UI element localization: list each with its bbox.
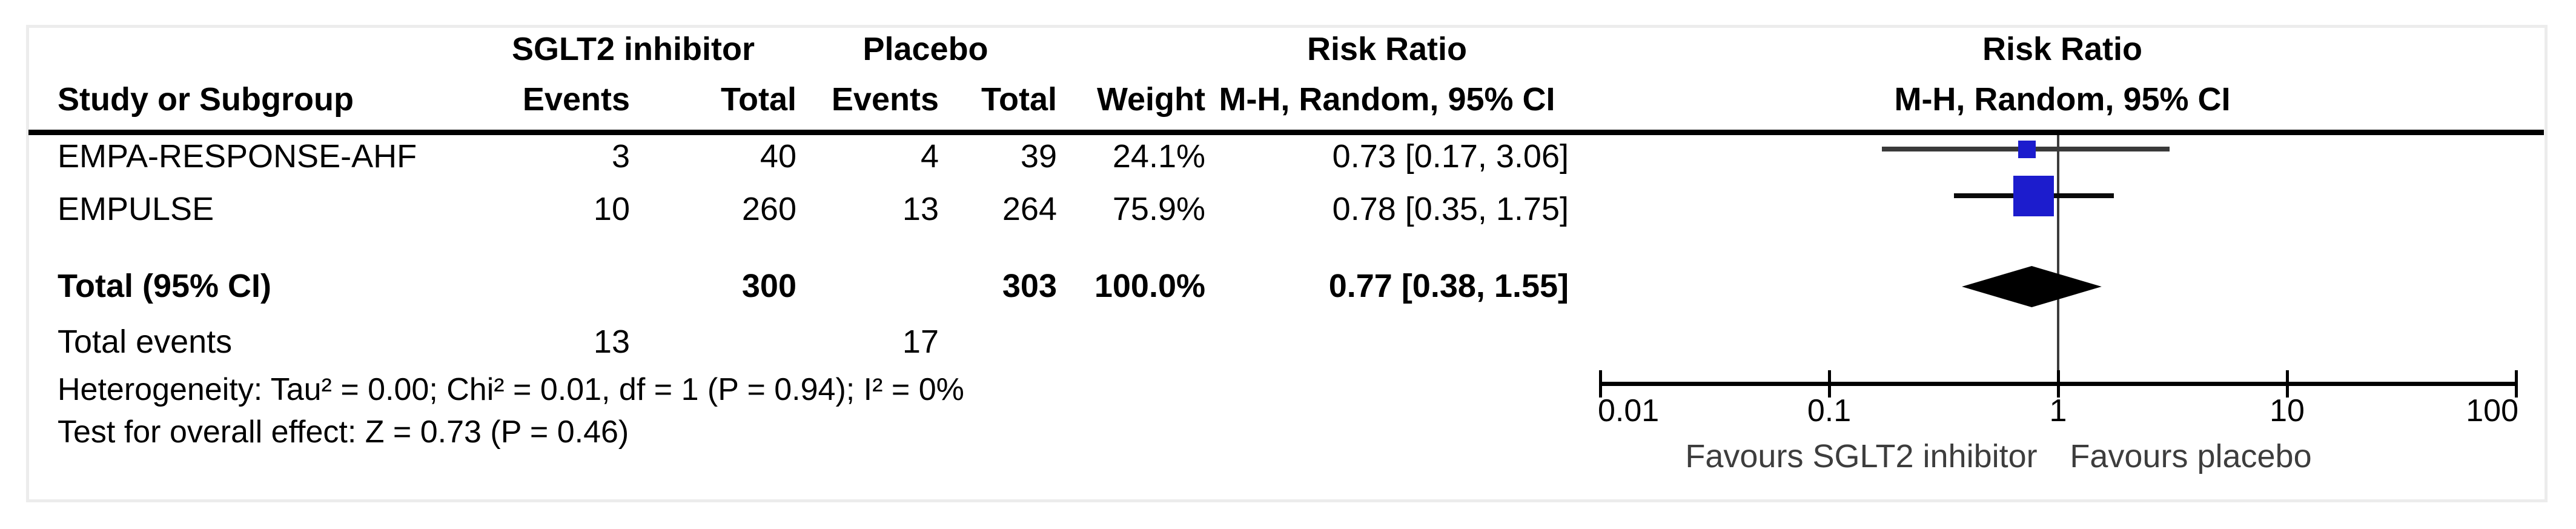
favours-left-label: Favours SGLT2 inhibitor <box>1685 438 2038 474</box>
effect-column-header-method: M-H, Random, 95% CI <box>1219 81 1555 118</box>
axis-tick <box>1828 370 1831 398</box>
weight-square <box>2013 175 2054 216</box>
axis-tick <box>2515 370 2518 398</box>
study-name: EMPULSE <box>58 191 214 227</box>
group-header-sglt2: SGLT2 inhibitor <box>512 31 755 67</box>
total-control-sum: 303 <box>1002 268 1057 304</box>
total-treatment-value: 40 <box>760 138 796 175</box>
axis-tick <box>2286 370 2289 398</box>
null-line <box>2057 135 2059 384</box>
column-header-total-control: Total <box>981 81 1057 118</box>
axis-tick-label: 1 <box>2049 393 2067 428</box>
column-header-weight: Weight <box>1097 81 1205 118</box>
axis-tick-label: 0.1 <box>1807 393 1852 428</box>
weight-value: 24.1% <box>1112 138 1205 175</box>
heterogeneity-text: Heterogeneity: Tau² = 0.00; Chi² = 0.01,… <box>58 372 964 407</box>
axis-tick-label: 0.01 <box>1598 393 1660 428</box>
total-treatment-sum: 300 <box>741 268 796 304</box>
total-control-value: 264 <box>1002 191 1057 227</box>
column-header-events-control: Events <box>831 81 939 118</box>
figure-frame <box>26 25 2548 502</box>
total-events-label: Total events <box>58 324 233 360</box>
weight-value: 75.9% <box>1112 191 1205 227</box>
events-treatment-value: 10 <box>593 191 630 227</box>
study-name: EMPA-RESPONSE-AHF <box>58 138 417 175</box>
axis-tick-label: 10 <box>2270 393 2305 428</box>
summary-diamond <box>1962 266 2102 307</box>
risk-ratio-ci-value: 0.73 [0.17, 3.06] <box>1332 138 1569 175</box>
events-control-value: 4 <box>920 138 939 175</box>
axis-tick <box>2057 370 2060 398</box>
weight-square <box>2018 140 2036 158</box>
risk-ratio-ci-value: 0.78 [0.35, 1.75] <box>1332 191 1569 227</box>
column-header-total-treatment: Total <box>721 81 796 118</box>
group-header-placebo: Placebo <box>863 31 988 67</box>
plot-column-header-method: M-H, Random, 95% CI <box>1894 81 2231 118</box>
total-risk-ratio-ci: 0.77 [0.38, 1.55] <box>1328 268 1569 304</box>
total-control-value: 39 <box>1020 138 1057 175</box>
events-treatment-value: 3 <box>611 138 630 175</box>
axis-tick-label: 100 <box>2466 393 2518 428</box>
favours-right-label: Favours placebo <box>2070 438 2312 474</box>
events-control-value: 13 <box>902 191 939 227</box>
plot-column-header-title: Risk Ratio <box>1982 31 2143 67</box>
effect-column-header-title: Risk Ratio <box>1306 31 1468 67</box>
header-divider-rule <box>28 130 2544 135</box>
column-header-study: Study or Subgroup <box>58 81 354 118</box>
overall-effect-text: Test for overall effect: Z = 0.73 (P = 0… <box>58 414 629 450</box>
total-weight: 100.0% <box>1094 268 1205 304</box>
total-treatment-value: 260 <box>741 191 796 227</box>
total-events-control: 17 <box>902 324 939 360</box>
total-row-label: Total (95% CI) <box>58 268 272 304</box>
axis-tick <box>1599 370 1602 398</box>
total-events-treatment: 13 <box>593 324 630 360</box>
column-header-events-treatment: Events <box>522 81 630 118</box>
